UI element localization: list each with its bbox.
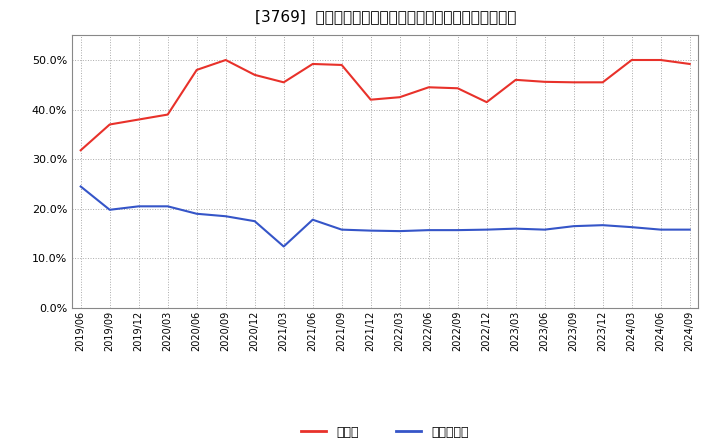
Title: [3769]  現須金、有利子負債の総資産に対する比率の推移: [3769] 現須金、有利子負債の総資産に対する比率の推移 [254,9,516,24]
Legend: 現須金, 有利子負債: 現須金, 有利子負債 [297,421,474,440]
